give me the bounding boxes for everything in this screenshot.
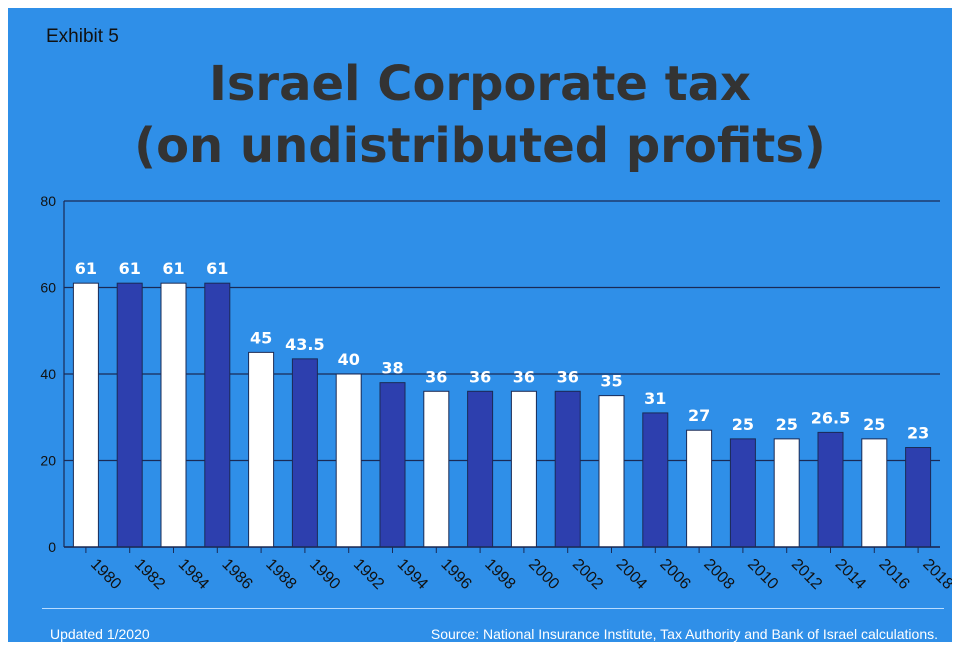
bar-1982 <box>116 282 143 548</box>
y-tick-label-60: 60 <box>40 280 56 296</box>
bar-2004 <box>598 395 625 548</box>
data-label-1994: 38 <box>381 359 403 378</box>
chart-title-line-1: Israel Corporate tax <box>209 56 751 112</box>
bar-1980 <box>72 282 99 548</box>
data-label-1988: 45 <box>250 328 272 347</box>
source-note: Source: National Insurance Institute, Ta… <box>430 626 938 642</box>
x-tick-label-2004: 2004 <box>613 556 650 593</box>
data-label-1996: 36 <box>425 367 447 386</box>
x-tick-label-2018: 2018 <box>919 556 952 593</box>
x-tick-label-1990: 1990 <box>306 556 343 593</box>
x-tick-label-1994: 1994 <box>394 556 431 593</box>
y-tick-label-40: 40 <box>40 366 56 382</box>
data-label-2004: 35 <box>600 372 622 391</box>
exhibit-label: Exhibit 5 <box>46 26 119 47</box>
x-tick-label-1986: 1986 <box>218 556 255 593</box>
bar-2006 <box>642 412 669 548</box>
bar-1998 <box>467 390 494 548</box>
bar-1992 <box>335 373 362 548</box>
bar-2010 <box>729 438 756 548</box>
bar-1994 <box>379 382 406 548</box>
bar-2018 <box>905 447 932 548</box>
data-label-1986: 61 <box>206 259 228 278</box>
bar-2016 <box>861 438 888 548</box>
bar-2014 <box>817 431 844 548</box>
x-tick-label-1982: 1982 <box>131 556 168 593</box>
y-tick-label-80: 80 <box>40 193 56 209</box>
data-label-2002: 36 <box>557 367 579 386</box>
x-tick-label-1992: 1992 <box>350 556 387 593</box>
data-label-2016: 25 <box>863 415 885 434</box>
data-label-2012: 25 <box>776 415 798 434</box>
x-tick-label-1998: 1998 <box>481 556 518 593</box>
bar-2000 <box>510 390 537 548</box>
x-tick-label-1984: 1984 <box>175 556 212 593</box>
x-tick-label-2014: 2014 <box>832 556 869 593</box>
data-label-1998: 36 <box>469 367 491 386</box>
bar-1988 <box>248 351 275 548</box>
x-tick-label-2006: 2006 <box>656 556 693 593</box>
footer-divider <box>42 608 944 609</box>
data-label-2008: 27 <box>688 406 710 425</box>
data-label-1980: 61 <box>75 259 97 278</box>
chart-panel: Exhibit 5 Israel Corporate tax (on undis… <box>8 8 952 642</box>
bar-2002 <box>554 390 581 548</box>
data-label-1982: 61 <box>119 259 141 278</box>
x-tick-label-2012: 2012 <box>788 556 825 593</box>
x-tick-label-2000: 2000 <box>525 556 562 593</box>
data-label-1992: 40 <box>338 350 360 369</box>
x-tick-label-2008: 2008 <box>700 556 737 593</box>
data-label-2010: 25 <box>732 415 754 434</box>
chart-title-line-2: (on undistributed profits) <box>134 118 826 174</box>
x-tick-label-2002: 2002 <box>569 556 606 593</box>
bar-1996 <box>423 390 450 548</box>
bar-1984 <box>160 282 187 548</box>
x-tick-label-1996: 1996 <box>437 556 474 593</box>
bar-2008 <box>686 429 713 548</box>
data-label-2000: 36 <box>513 367 535 386</box>
x-tick-label-1988: 1988 <box>262 556 299 593</box>
x-tick-label-1980: 1980 <box>87 556 124 593</box>
bar-chart: 0 20 40 60 80 61 1980 61 1982 61 1984 61 1986 45 1988 4… <box>40 193 952 593</box>
data-label-2006: 31 <box>644 389 666 408</box>
x-tick-label-2016: 2016 <box>875 556 912 593</box>
y-tick-label-20: 20 <box>40 453 56 469</box>
bar-2012 <box>773 438 800 548</box>
bar-1990 <box>291 358 318 548</box>
x-tick-label-2010: 2010 <box>744 556 781 593</box>
bar-1986 <box>204 282 231 548</box>
data-label-2014: 26.5 <box>811 408 850 427</box>
data-label-2018: 23 <box>907 424 929 443</box>
y-tick-label-0: 0 <box>48 539 56 555</box>
data-label-1984: 61 <box>162 259 184 278</box>
updated-note: Updated 1/2020 <box>50 626 150 642</box>
data-label-1990: 43.5 <box>285 335 324 354</box>
